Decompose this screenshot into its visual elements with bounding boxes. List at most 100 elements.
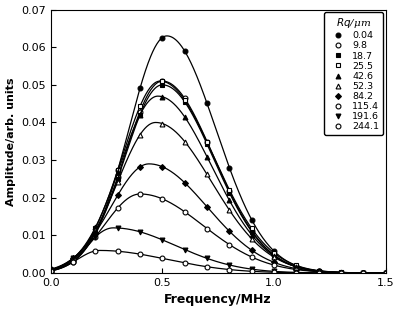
84.2 <box>361 271 366 275</box>
18.7 <box>71 259 76 263</box>
25.5 <box>316 269 321 272</box>
42.6 <box>361 271 366 275</box>
191.6 <box>182 248 187 251</box>
9.8 <box>160 79 165 83</box>
0.04 <box>249 218 254 222</box>
244.1 <box>182 261 187 265</box>
18.7 <box>115 177 120 181</box>
42.6 <box>294 265 299 269</box>
9.8 <box>361 271 366 275</box>
42.6 <box>93 226 98 229</box>
18.7 <box>272 253 276 257</box>
84.2 <box>182 181 187 185</box>
9.8 <box>227 189 232 193</box>
115.4 <box>48 268 53 271</box>
115.4 <box>93 235 98 239</box>
25.5 <box>160 79 165 83</box>
42.6 <box>227 198 232 202</box>
18.7 <box>316 269 321 273</box>
115.4 <box>182 210 187 214</box>
9.8 <box>115 175 120 179</box>
9.8 <box>138 110 142 114</box>
18.7 <box>338 271 343 275</box>
42.6 <box>115 170 120 174</box>
Line: 25.5: 25.5 <box>48 79 388 275</box>
18.7 <box>294 265 299 269</box>
Y-axis label: Amplitude/arb. units: Amplitude/arb. units <box>6 77 16 206</box>
84.2 <box>316 270 321 273</box>
0.04 <box>115 168 120 172</box>
18.7 <box>383 271 388 275</box>
25.5 <box>115 168 120 172</box>
244.1 <box>294 271 299 275</box>
52.3 <box>160 122 165 125</box>
191.6 <box>227 263 232 267</box>
115.4 <box>160 197 165 201</box>
0.04 <box>71 260 76 264</box>
52.3 <box>48 268 53 272</box>
115.4 <box>383 271 388 275</box>
25.5 <box>93 226 98 230</box>
18.7 <box>48 269 53 272</box>
18.7 <box>361 271 366 275</box>
52.3 <box>316 269 321 273</box>
52.3 <box>182 140 187 144</box>
42.6 <box>205 155 210 159</box>
0.04 <box>182 49 187 53</box>
0.04 <box>48 269 53 273</box>
244.1 <box>71 260 76 264</box>
42.6 <box>383 271 388 275</box>
18.7 <box>249 230 254 233</box>
9.8 <box>272 253 276 257</box>
42.6 <box>249 233 254 236</box>
191.6 <box>138 230 142 234</box>
0.04 <box>205 101 210 105</box>
25.5 <box>294 264 299 267</box>
244.1 <box>115 249 120 253</box>
52.3 <box>205 173 210 176</box>
42.6 <box>272 254 276 258</box>
Line: 42.6: 42.6 <box>48 94 388 275</box>
244.1 <box>227 268 232 271</box>
115.4 <box>227 243 232 246</box>
25.5 <box>227 188 232 192</box>
9.8 <box>338 271 343 275</box>
115.4 <box>272 263 276 267</box>
191.6 <box>249 267 254 271</box>
9.8 <box>316 269 321 273</box>
18.7 <box>205 142 210 146</box>
84.2 <box>205 205 210 209</box>
X-axis label: Frequency/MHz: Frequency/MHz <box>164 294 272 306</box>
42.6 <box>138 113 142 117</box>
244.1 <box>361 271 366 275</box>
191.6 <box>383 271 388 275</box>
0.04 <box>294 264 299 268</box>
18.7 <box>160 83 165 87</box>
244.1 <box>93 249 98 253</box>
191.6 <box>294 271 299 274</box>
0.04 <box>93 231 98 235</box>
18.7 <box>93 232 98 235</box>
191.6 <box>160 238 165 242</box>
25.5 <box>249 227 254 230</box>
191.6 <box>93 235 98 239</box>
52.3 <box>138 133 142 137</box>
25.5 <box>48 268 53 272</box>
42.6 <box>48 268 53 272</box>
115.4 <box>249 255 254 259</box>
52.3 <box>338 271 343 274</box>
Line: 18.7: 18.7 <box>48 82 388 275</box>
115.4 <box>361 271 366 275</box>
244.1 <box>383 271 388 275</box>
52.3 <box>227 208 232 212</box>
25.5 <box>138 104 142 108</box>
25.5 <box>71 257 76 261</box>
0.04 <box>316 269 321 273</box>
9.8 <box>93 231 98 234</box>
0.04 <box>383 271 388 275</box>
52.3 <box>294 265 299 269</box>
84.2 <box>160 165 165 168</box>
84.2 <box>249 248 254 252</box>
42.6 <box>338 271 343 274</box>
Line: 0.04: 0.04 <box>48 35 388 275</box>
